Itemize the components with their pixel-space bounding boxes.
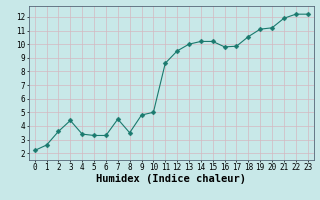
X-axis label: Humidex (Indice chaleur): Humidex (Indice chaleur) — [96, 174, 246, 184]
